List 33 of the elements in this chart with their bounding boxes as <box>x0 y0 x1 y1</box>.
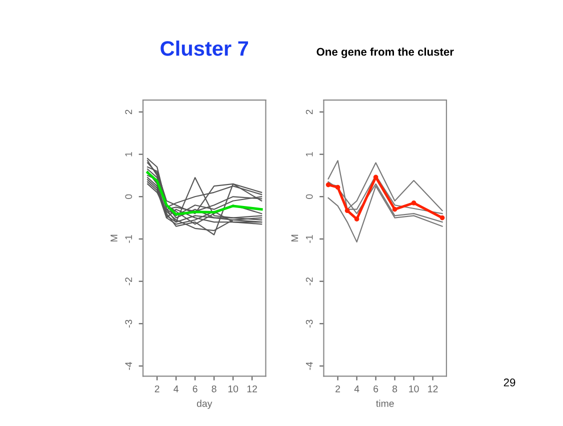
x-axis-title: day <box>196 400 212 409</box>
x-tick-label: 6 <box>374 385 378 392</box>
y-tick-label: 1 <box>125 152 132 156</box>
x-tick-label: 4 <box>354 386 360 392</box>
x-tick-label: 8 <box>392 385 398 392</box>
y-tick-label: -1 <box>306 235 313 243</box>
x-tick-label: 6 <box>192 385 198 392</box>
y-axis-title: M <box>291 234 298 242</box>
y-tick-label: 0 <box>306 194 313 199</box>
y-tick-label: -2 <box>306 277 313 286</box>
y-axis-title: M <box>110 234 118 242</box>
y-tick-label: 2 <box>306 110 313 114</box>
x-tick-label: 12 <box>428 385 438 392</box>
x-tick-label: 2 <box>154 385 160 392</box>
y-tick-label: -3 <box>125 320 132 328</box>
y-tick-label: 0 <box>125 194 132 199</box>
y-tick-label: -4 <box>306 362 313 370</box>
x-tick-label: 8 <box>212 385 216 392</box>
x-tick-label: 4 <box>174 386 178 392</box>
x-axis-title: time <box>376 400 394 407</box>
x-tick-label: 10 <box>228 385 238 392</box>
y-tick-label: 2 <box>125 110 132 114</box>
y-tick-label: -3 <box>306 320 313 328</box>
y-tick-label: -1 <box>125 235 132 243</box>
x-tick-label: 2 <box>336 385 340 392</box>
y-tick-label: -2 <box>125 277 132 286</box>
text: 29 <box>504 378 516 386</box>
chart-title: Cluster 7 <box>160 40 248 56</box>
y-tick-label: 1 <box>306 152 313 156</box>
chart-title: One gene from the cluster <box>316 48 454 58</box>
x-tick-label: 12 <box>247 385 257 392</box>
x-tick-label: 10 <box>409 385 419 392</box>
y-tick-label: -4 <box>125 362 132 370</box>
